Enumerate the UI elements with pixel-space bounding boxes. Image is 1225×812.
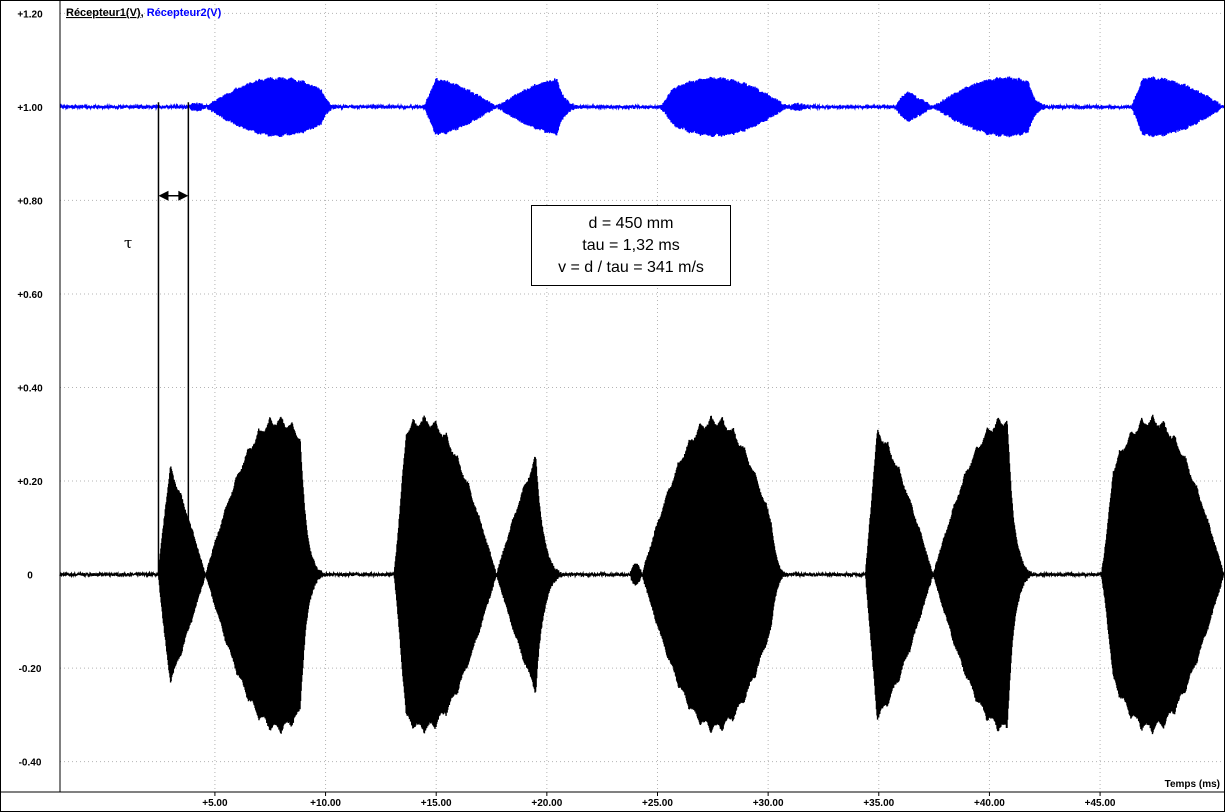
tau-arrow-right-head xyxy=(178,190,189,201)
y-tick-label-0: +1.20 xyxy=(17,9,43,20)
legend: Récepteur1(V), Récepteur2(V) xyxy=(66,7,222,19)
tau-label: τ xyxy=(124,234,133,252)
y-tick-label-2: +0.80 xyxy=(17,196,43,207)
legend-separator: , xyxy=(141,7,147,19)
y-tick-label-5: +0.20 xyxy=(17,477,43,488)
y-tick-label-3: +0.60 xyxy=(17,290,43,301)
legend-series-1: Récepteur1(V) xyxy=(66,7,141,19)
y-tick-label-1: +1.00 xyxy=(17,103,43,114)
x-tick-label-6: +35.00 xyxy=(863,798,894,809)
y-tick-label-4: +0.40 xyxy=(17,383,43,394)
series-layer xyxy=(59,76,1225,735)
legend-series-2: Récepteur2(V) xyxy=(147,7,222,19)
distance-line: d = 450 mm xyxy=(588,214,674,232)
x-tick-label-0: +5.00 xyxy=(202,798,228,809)
y-tick-labels: +1.20 +1.00 +0.80 +0.60 +0.40 +0.20 0 -0.20 -0.4… xyxy=(17,9,43,768)
x-tick-label-8: +45.00 xyxy=(1085,798,1116,809)
series-2-trace xyxy=(59,76,1225,138)
speed-line: v = d / tau = 341 m/s xyxy=(558,258,704,276)
y-tick-label-7: -0.20 xyxy=(19,664,42,675)
x-tick-labels: +5.00 +10.00 +15.00 +20.00 +25.00 +30.00 +35.0… xyxy=(202,798,1116,809)
x-tick-label-4: +25.00 xyxy=(642,798,673,809)
x-tick-label-7: +40.00 xyxy=(974,798,1005,809)
y-tick-label-6: 0 xyxy=(27,571,33,582)
x-tick-label-1: +10.00 xyxy=(310,798,341,809)
x-tick-label-3: +20.00 xyxy=(531,798,562,809)
y-tick-label-8: -0.40 xyxy=(19,758,42,769)
tau-arrow-left-head xyxy=(158,190,169,201)
tau-markers xyxy=(157,102,190,575)
x-axis-label: Temps (ms) xyxy=(1165,779,1220,790)
results-box: d = 450 mm tau = 1,32 ms v = d / tau = 3… xyxy=(531,205,731,286)
tau-line: tau = 1,32 ms xyxy=(582,236,680,254)
series-1-trace xyxy=(59,414,1225,735)
x-tick-label-2: +15.00 xyxy=(421,798,452,809)
x-tick-label-5: +30.00 xyxy=(753,798,784,809)
